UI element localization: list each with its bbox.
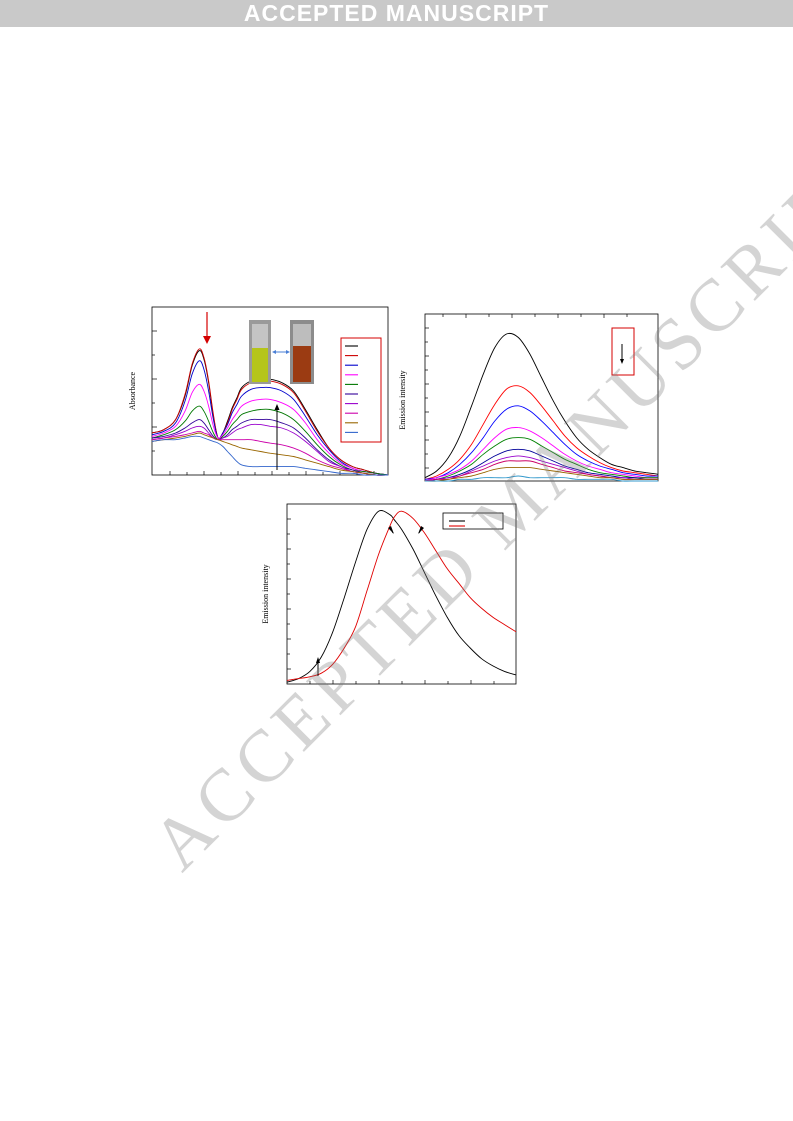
legend-box [611,327,635,376]
series-line-9 [151,432,389,476]
legend-layer [345,345,358,433]
y-ticks [287,518,291,670]
series-layer [286,510,517,683]
series-line-2 [151,348,389,476]
series-line-5 [424,437,658,482]
series-line-4 [424,427,659,482]
series-line-4 [151,383,389,476]
x-ticks [169,471,375,475]
y-axis-label: Emission intensity [398,370,407,429]
cuvette-photo [249,320,314,384]
series-line-7 [151,423,389,476]
y-ticks [152,330,157,452]
legend-box [340,337,382,443]
accepted-manuscript-banner: ACCEPTED MANUSCRIPT [0,0,793,27]
peak-arrow-black-head [388,526,394,534]
series-line-10 [151,435,388,476]
series-line-8 [151,430,389,476]
plot-frame [151,306,389,476]
y-ticks [425,327,429,469]
increase-arrow-head [274,404,280,410]
x-ticks [442,314,628,318]
legend-box [442,512,504,530]
series-layer [424,332,659,482]
series-line-9 [424,467,658,482]
series-layer [151,348,389,476]
series-line-2 [286,510,517,681]
y-axis-label: Absorbance [128,371,137,410]
absorbance-chart: Absorbance [128,306,389,476]
legend-layer [449,520,465,527]
series-line-3 [151,360,389,476]
series-line-2 [424,385,659,480]
onset-arrow-head [316,657,320,663]
decrease-arrow-head [620,359,624,364]
y-axis-label: Emission intensity [261,564,270,623]
series-line-6 [151,418,389,476]
series-line-1 [424,332,659,479]
series-line-1 [286,510,517,683]
plot-frame [424,313,659,482]
peak-arrow-red-head [418,526,424,534]
emission-chart: Emission intensity [398,313,659,482]
series-line-10 [424,475,658,482]
series-line-5 [151,405,389,476]
emission-comparison-chart: Emission intensity [261,503,517,685]
x-ticks [309,680,495,684]
decrease-arrow-head [203,336,211,344]
series-line-3 [424,405,659,480]
